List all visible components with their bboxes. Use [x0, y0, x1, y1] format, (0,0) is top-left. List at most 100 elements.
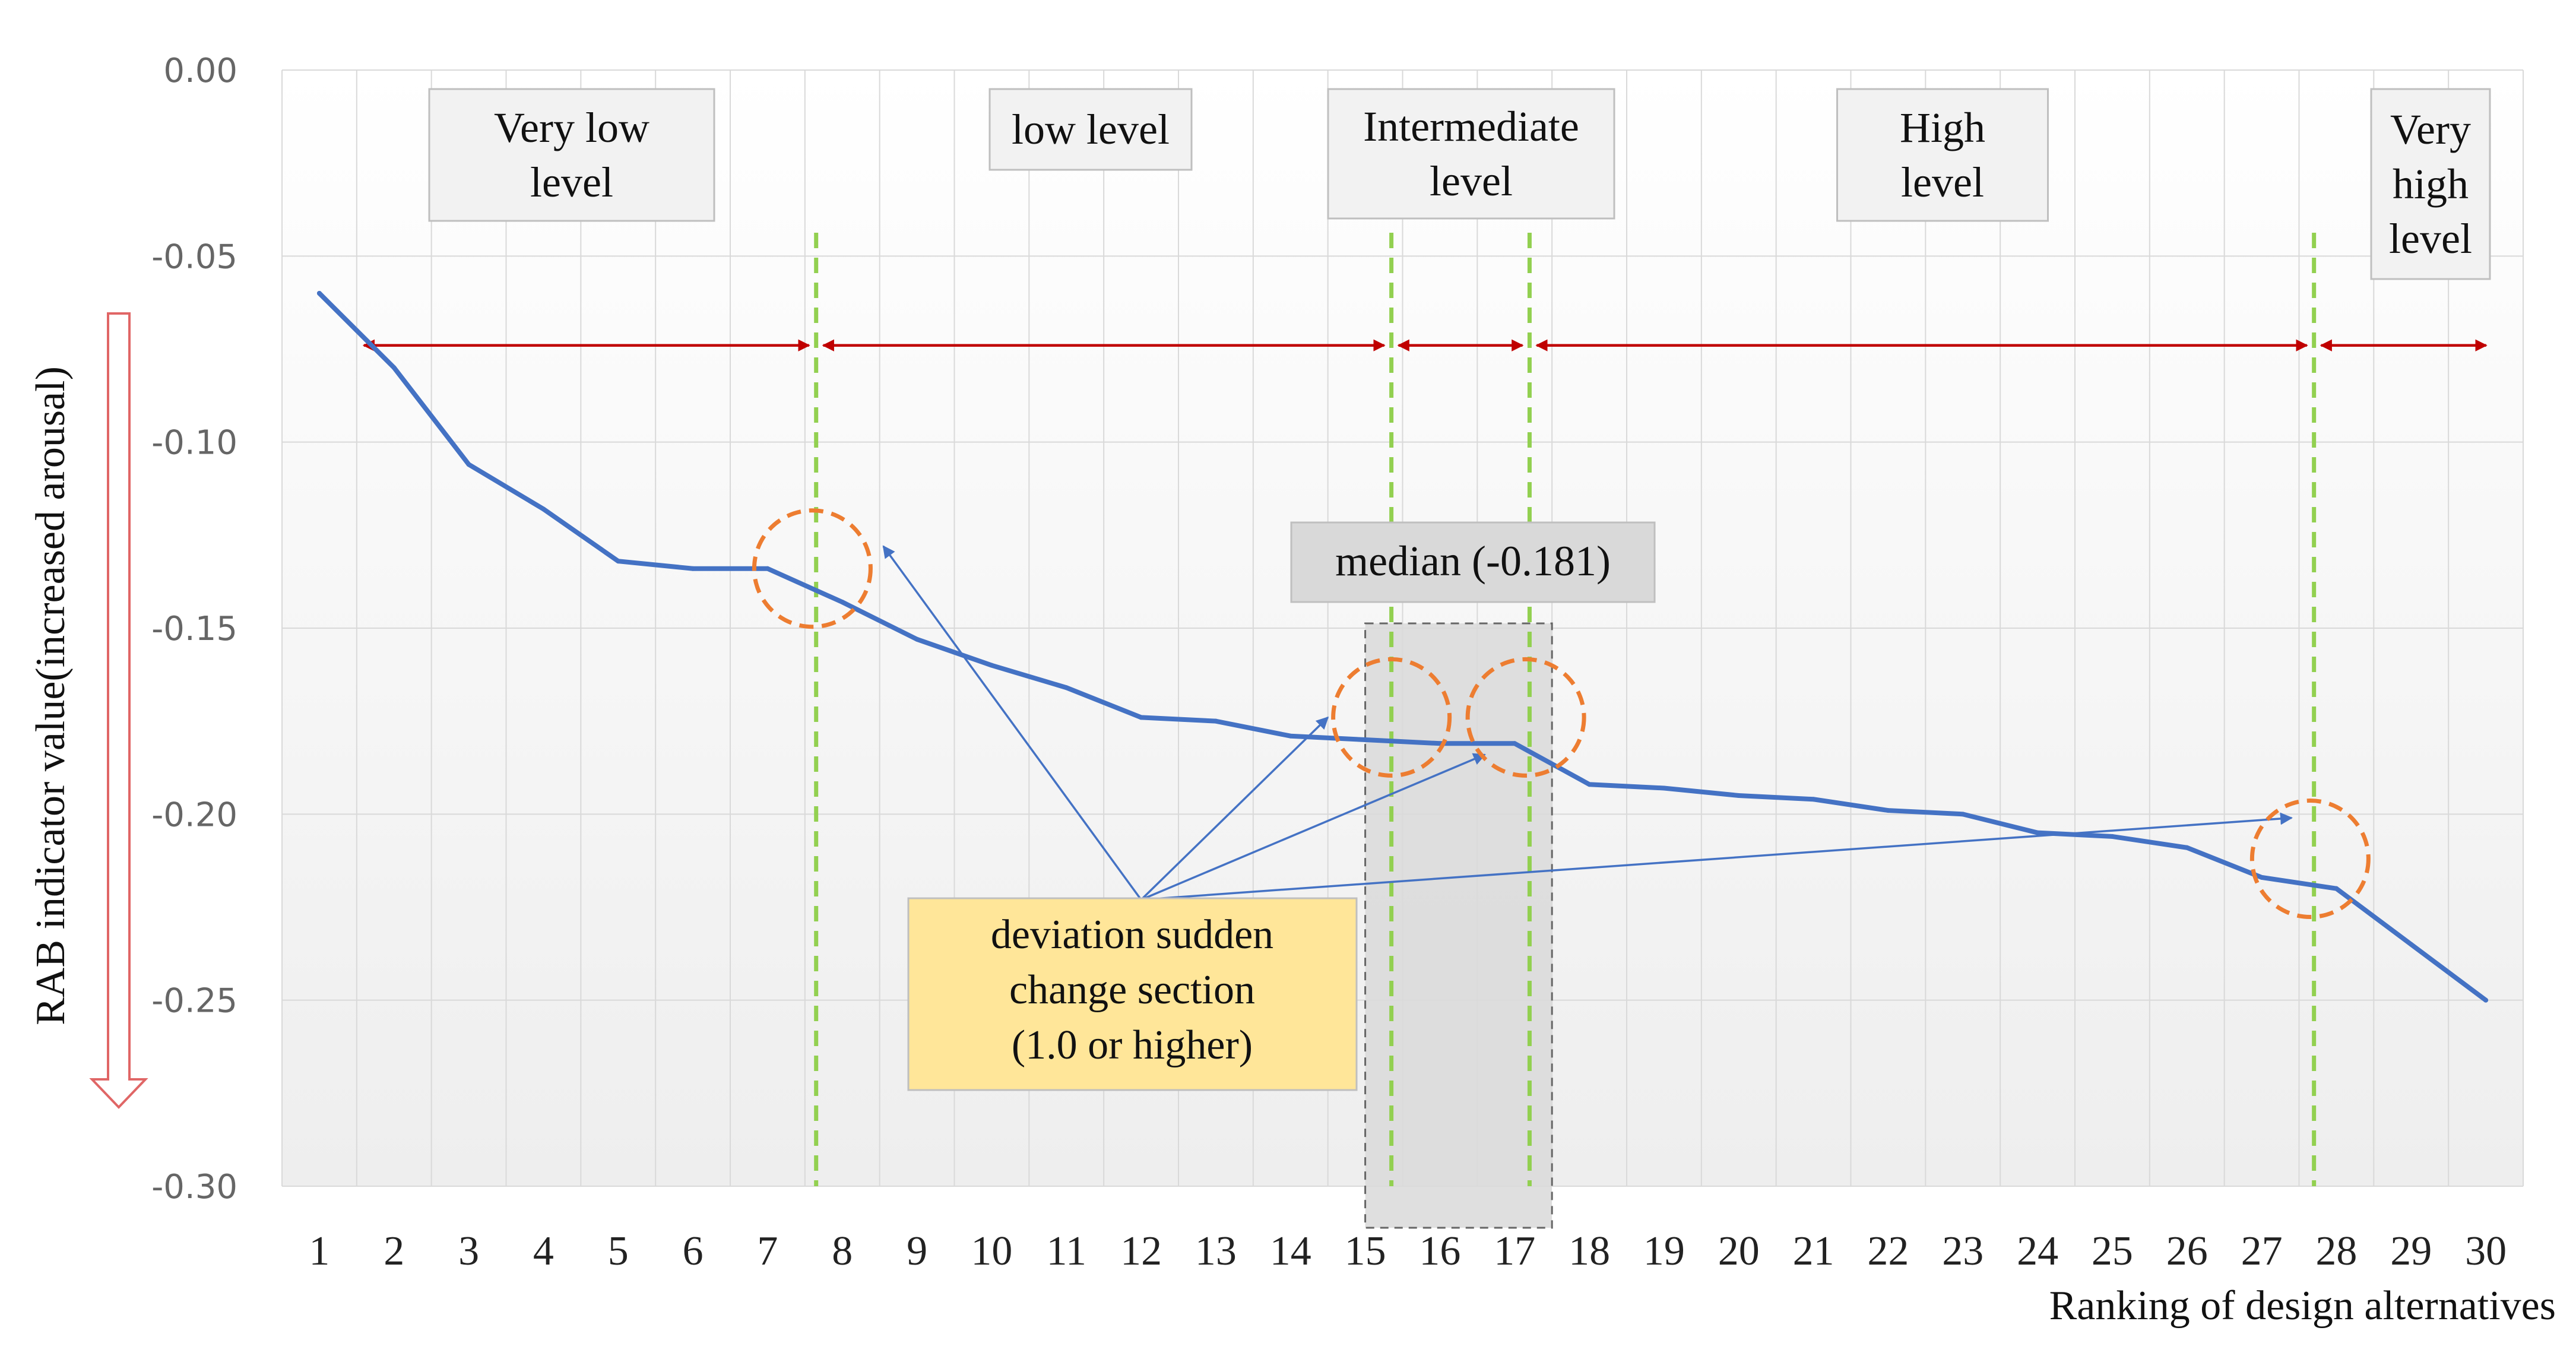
data-point — [2334, 886, 2339, 891]
data-point — [541, 506, 546, 512]
level-label-box — [1327, 88, 1615, 220]
callout-text: change section — [1009, 967, 1255, 1013]
x-tick-label: 14 — [1270, 1228, 1311, 1274]
x-tick-label: 11 — [1047, 1228, 1086, 1274]
highlight-circle — [2249, 799, 2371, 920]
x-tick-label: 1 — [309, 1228, 329, 1274]
median-region — [1364, 622, 1553, 1229]
y-tick-label: -0.10 — [151, 424, 237, 462]
level-label-box — [2370, 88, 2491, 280]
data-point — [2109, 834, 2115, 839]
level-label-text: Intermediate — [1363, 103, 1579, 150]
level-label-text: level — [1901, 159, 1984, 206]
x-tick-label: 18 — [1569, 1228, 1610, 1274]
data-point — [914, 636, 920, 642]
x-tick-label: 9 — [907, 1228, 927, 1274]
data-point — [765, 566, 770, 571]
data-point — [1661, 785, 1666, 791]
level-label-text: level — [2389, 215, 2472, 262]
y-tick-label: -0.30 — [151, 1168, 237, 1206]
x-axis-title: Ranking of design alternatives — [2049, 1283, 2556, 1329]
callout-arrow — [882, 545, 1142, 901]
data-point — [2409, 942, 2414, 947]
data-point — [1363, 737, 1368, 742]
x-tick-label: 10 — [971, 1228, 1012, 1274]
data-point — [1213, 718, 1218, 724]
x-tick-label: 7 — [757, 1228, 778, 1274]
level-label-box — [428, 88, 715, 222]
data-point — [1139, 715, 1144, 720]
level-boundaries — [814, 233, 2317, 1186]
data-point — [1736, 793, 1741, 798]
level-label-box — [1836, 88, 2049, 222]
level-label-text: Very low — [494, 104, 649, 151]
data-point — [616, 559, 621, 564]
data-point — [1064, 685, 1069, 690]
data-point — [2035, 830, 2040, 835]
data-point — [316, 291, 322, 296]
y-axis-title: RAB indicator value(increased arousal) — [28, 366, 74, 1025]
callout-box: deviation sudden change section (1.0 or hi… — [907, 897, 1358, 1091]
callout-arrow — [1140, 812, 2293, 901]
data-point — [690, 566, 696, 571]
x-tick-label: 27 — [2241, 1228, 2283, 1274]
x-tick-label: 6 — [683, 1228, 704, 1274]
x-tick-label: 25 — [2092, 1228, 2133, 1274]
x-tick-label: 28 — [2315, 1228, 2357, 1274]
x-tick-label: 30 — [2465, 1228, 2507, 1274]
level-label-text: High — [1900, 104, 1985, 151]
x-tick-label: 29 — [2390, 1228, 2432, 1274]
x-tick-label: 5 — [608, 1228, 629, 1274]
level-label-text: level — [1430, 157, 1513, 205]
level-labels: Very low level low level Intermediate level H… — [428, 88, 2491, 280]
data-point — [391, 365, 397, 370]
x-tick-label: 3 — [458, 1228, 479, 1274]
highlight-circle — [1331, 657, 1452, 778]
highlight-circles — [752, 508, 2371, 920]
y-tick-label: -0.15 — [151, 610, 237, 648]
x-tick-label: 2 — [384, 1228, 404, 1274]
x-tick-label: 21 — [1793, 1228, 1834, 1274]
highlight-circle — [752, 508, 873, 629]
x-tick-label: 24 — [2017, 1228, 2058, 1274]
y-tick-label: -0.05 — [151, 237, 237, 276]
x-tick-label: 26 — [2166, 1228, 2208, 1274]
callout-arrow — [1140, 716, 1329, 901]
x-tick-label: 22 — [1867, 1228, 1909, 1274]
x-tick-label: 12 — [1120, 1228, 1162, 1274]
x-tick-label: 19 — [1643, 1228, 1685, 1274]
y-axis-ticks: 0.00 -0.05 -0.10 -0.15 -0.20 -0.25 -0.30 — [151, 52, 237, 1206]
median-label-group: median (-0.181) — [1290, 521, 1656, 603]
y-tick-label: 0.00 — [163, 52, 237, 90]
median-label-box — [1290, 521, 1656, 603]
x-axis-ticks: 1 2 3 4 5 6 7 8 9 10 11 12 13 14 15 16 17 18 19 20 21 22 23 24 2… — [309, 1228, 2507, 1274]
median-label: median (-0.181) — [1335, 537, 1611, 585]
x-tick-label: 16 — [1419, 1228, 1460, 1274]
data-point — [2259, 875, 2264, 880]
callout-text: (1.0 or higher) — [1012, 1022, 1253, 1068]
data-point — [1512, 741, 1517, 746]
data-point — [1288, 733, 1293, 739]
y-tick-label: -0.25 — [151, 982, 237, 1021]
data-point — [1960, 812, 1966, 817]
highlight-circle — [1465, 657, 1586, 778]
x-tick-label: 23 — [1942, 1228, 1984, 1274]
level-label-text: level — [530, 159, 613, 206]
data-point — [839, 600, 845, 605]
callout-arrow — [1140, 753, 1486, 901]
level-label-text: high — [2393, 160, 2469, 208]
data-point — [466, 462, 471, 467]
data-point — [1587, 782, 1592, 787]
rab-series-line — [316, 291, 2489, 1003]
median-region-box — [1364, 622, 1553, 1229]
callout-rect — [907, 897, 1358, 1091]
x-tick-label: 8 — [832, 1228, 853, 1274]
x-tick-label: 20 — [1718, 1228, 1760, 1274]
data-point — [2483, 997, 2489, 1003]
data-point — [2184, 845, 2190, 850]
data-point — [1886, 808, 1891, 813]
series-line — [316, 291, 2489, 1003]
x-tick-label: 4 — [533, 1228, 554, 1274]
callout-arrows — [882, 545, 2293, 901]
data-point — [1811, 797, 1816, 802]
